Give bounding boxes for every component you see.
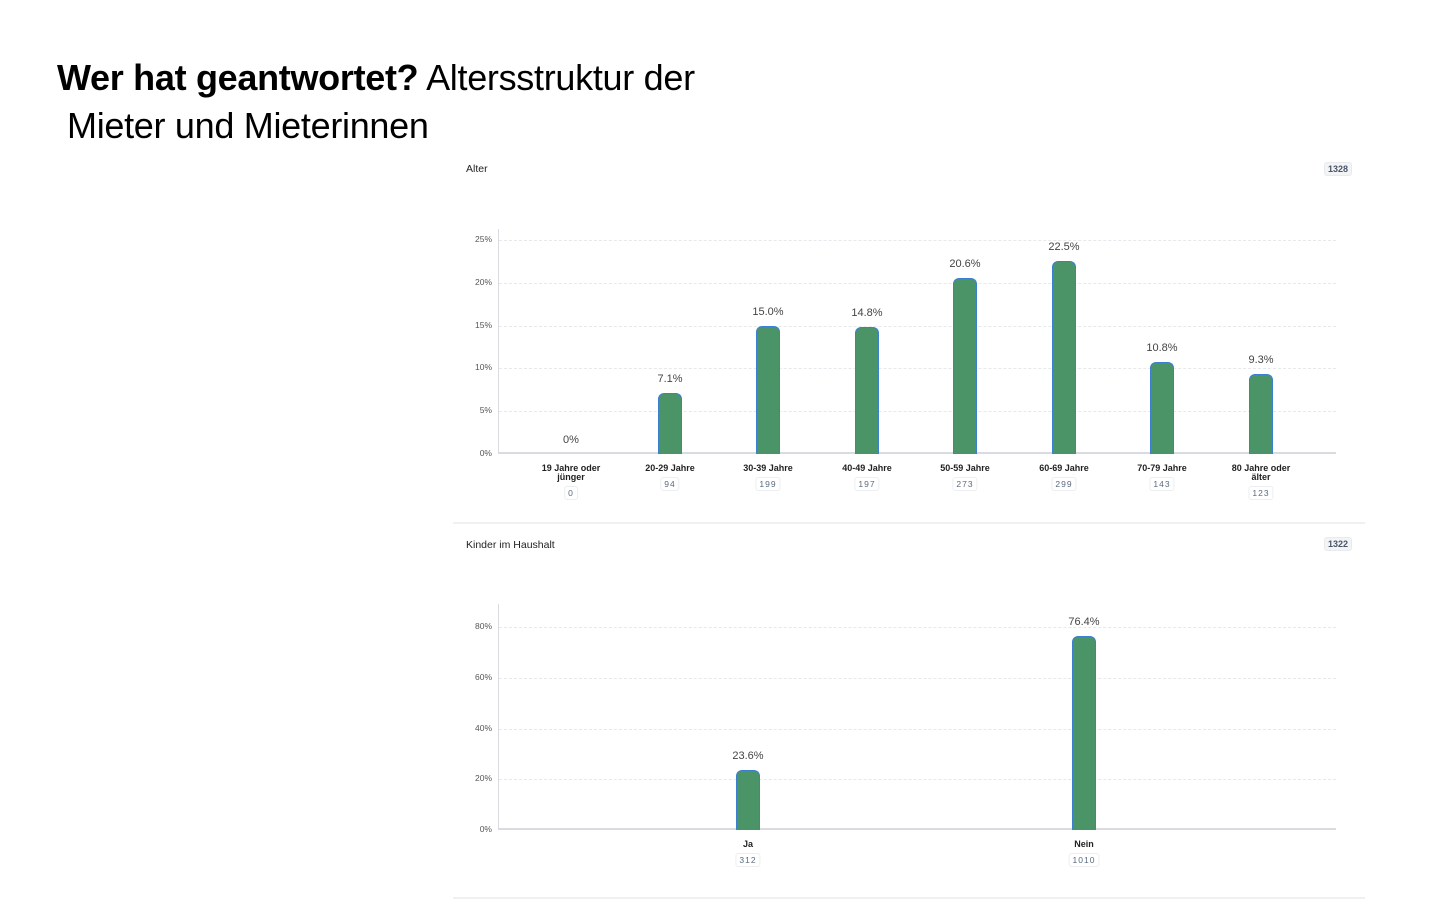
x-axis <box>498 452 1336 454</box>
category-label: 80 Jahre oder älter <box>1231 463 1291 482</box>
y-tick-label: 25% <box>474 234 492 244</box>
bar <box>658 393 682 454</box>
y-tick-label: 0% <box>479 448 492 458</box>
category-count-badge: 299 <box>1051 477 1077 491</box>
category-label: Ja <box>742 839 753 849</box>
bar-value-label: 15.0% <box>752 305 784 318</box>
category-count-badge: 1010 <box>1068 853 1100 867</box>
x-axis <box>498 828 1336 830</box>
bar-value-label: 0% <box>563 434 579 446</box>
slide-title-line2: Mieter und Mieterinnen <box>67 105 429 146</box>
age-chart-panel: Alter 1328 <box>453 155 1365 515</box>
y-tick-label: 10% <box>474 362 492 373</box>
bar-value-label: 76.4% <box>1068 616 1100 629</box>
category-label: 60-69 Jahre <box>1039 463 1089 473</box>
children-chart-plot: 0% 20% 40% 60% 80% 23.6% Ja 312 76.4% Nein 1010 <box>475 604 1336 867</box>
gridline <box>499 627 1336 628</box>
bar <box>756 325 780 454</box>
gridline <box>499 325 1336 327</box>
bar <box>1249 374 1273 454</box>
slide-title-bold: Wer hat geantwortet? <box>57 57 419 98</box>
category-count-badge: 199 <box>755 477 781 491</box>
bar-value-label: 7.1% <box>657 373 683 386</box>
category-count-badge: 94 <box>660 477 680 491</box>
category-label: Nein <box>1074 839 1094 849</box>
category-label: 50-59 Jahre <box>940 463 990 473</box>
children-chart-total-badge: 1322 <box>1323 537 1352 551</box>
category-label: 30-39 Jahre <box>743 463 793 473</box>
category-label: 70-79 Jahre <box>1137 463 1187 473</box>
bar <box>855 327 879 454</box>
gridline <box>499 240 1336 241</box>
bar <box>953 277 977 454</box>
bar-value-label: 23.6% <box>732 750 764 763</box>
bar <box>1052 261 1076 454</box>
gridline <box>499 411 1336 413</box>
section-divider <box>453 897 1365 899</box>
bar-value-label: 20.6% <box>949 257 981 270</box>
category-label: 19 Jahre oder jünger <box>541 463 601 482</box>
bar-value-label: 22.5% <box>1048 241 1080 254</box>
category-label: 40-49 Jahre <box>842 463 892 473</box>
gridline <box>499 368 1336 370</box>
category-count-badge: 123 <box>1248 486 1274 500</box>
gridline <box>499 728 1336 730</box>
bar <box>1150 361 1174 454</box>
category-count-badge: 312 <box>735 853 761 867</box>
age-chart-total-badge: 1328 <box>1323 162 1352 176</box>
y-tick-label: 80% <box>474 621 492 631</box>
section-divider <box>453 522 1365 524</box>
bar-value-label: 10.8% <box>1146 341 1178 354</box>
gridline <box>499 282 1336 284</box>
y-tick-label: 60% <box>474 671 492 682</box>
category-count-badge: 143 <box>1149 477 1175 491</box>
y-axis <box>498 229 499 454</box>
y-axis <box>498 604 499 830</box>
children-chart-title: Kinder im Haushalt <box>466 539 555 551</box>
y-tick-label: 5% <box>479 405 492 416</box>
bar <box>736 770 760 830</box>
age-chart-plot: 0% 5% 10% 15% 20% 25% 0% 19 Jahre oder jünger 0 7… <box>475 229 1336 500</box>
age-chart-title: Alter <box>466 163 488 175</box>
y-tick-label: 40% <box>474 722 492 733</box>
children-chart-panel: Kinder im Haushalt 1322 <box>453 530 1365 890</box>
y-tick-label: 15% <box>474 319 492 330</box>
category-count-badge: 273 <box>952 477 978 491</box>
category-count-badge: 0 <box>564 486 578 500</box>
y-tick-label: 20% <box>474 773 492 784</box>
y-tick-label: 0% <box>479 824 492 834</box>
bar-value-label: 9.3% <box>1248 354 1274 367</box>
bar <box>1072 636 1096 830</box>
bar-value-label: 14.8% <box>851 307 883 320</box>
slide-title-rest: Altersstruktur der <box>418 57 695 98</box>
slide-title: Wer hat geantwortet? Altersstruktur der … <box>57 54 695 150</box>
y-tick-label: 20% <box>474 276 492 287</box>
gridline <box>499 677 1336 679</box>
gridline <box>499 779 1336 781</box>
category-label: 20-29 Jahre <box>645 463 695 473</box>
category-count-badge: 197 <box>854 477 880 491</box>
